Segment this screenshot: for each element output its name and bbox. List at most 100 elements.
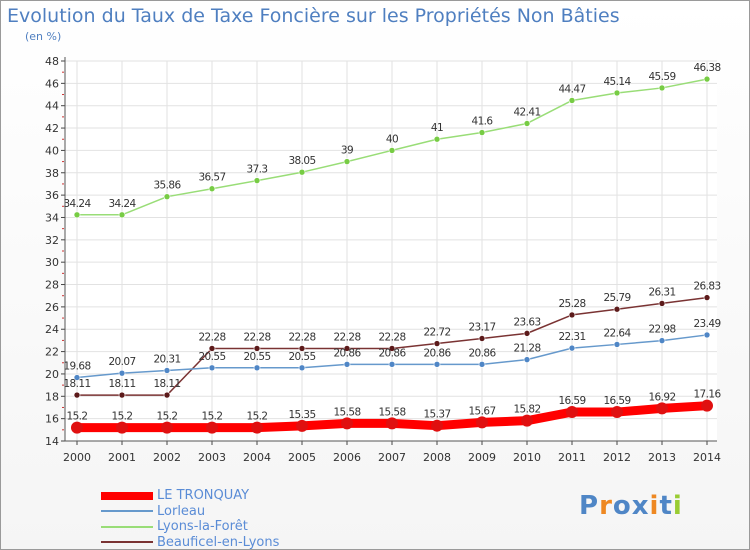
y-tick-label: 26 xyxy=(45,301,59,314)
data-point xyxy=(73,391,81,399)
data-point xyxy=(118,369,126,377)
data-point xyxy=(71,421,83,434)
data-label: 15.2 xyxy=(157,411,178,423)
data-label: 22.28 xyxy=(333,331,360,343)
data-point xyxy=(296,419,308,432)
x-tick-label: 2007 xyxy=(378,451,406,464)
data-label: 42.41 xyxy=(513,106,540,118)
data-label: 20.86 xyxy=(378,347,406,359)
data-label: 20.07 xyxy=(108,356,135,368)
x-tick-label: 2010 xyxy=(513,451,541,464)
y-tick-label: 36 xyxy=(45,189,59,202)
data-point xyxy=(476,416,488,429)
legend-swatch xyxy=(101,491,153,500)
data-point xyxy=(163,367,171,374)
data-point xyxy=(343,361,351,368)
data-label: 21.28 xyxy=(513,343,540,355)
data-label: 18.11 xyxy=(63,378,90,390)
logo-letter: r xyxy=(599,491,613,521)
data-point xyxy=(611,406,623,419)
data-label: 20.86 xyxy=(423,347,451,359)
data-label: 15.37 xyxy=(423,409,450,421)
data-point xyxy=(343,158,351,165)
x-tick-label: 2013 xyxy=(648,451,676,464)
data-point xyxy=(208,364,216,372)
data-label: 22.28 xyxy=(378,331,405,343)
data-label: 20.86 xyxy=(333,347,361,359)
y-tick-label: 28 xyxy=(45,279,59,292)
y-tick-label: 44 xyxy=(45,100,59,113)
data-label: 34.24 xyxy=(108,198,136,210)
data-label: 15.67 xyxy=(468,405,495,417)
data-label: 16.59 xyxy=(603,395,630,407)
data-point xyxy=(388,345,396,352)
y-tick-label: 34 xyxy=(45,211,59,224)
data-label: 41 xyxy=(431,122,443,134)
logo-letter: x xyxy=(631,491,650,521)
data-label: 25.28 xyxy=(558,298,585,310)
data-point xyxy=(341,417,353,430)
data-point xyxy=(388,147,396,154)
legend-label: LE TRONQUAY xyxy=(157,488,250,503)
data-point xyxy=(568,97,576,104)
data-point xyxy=(206,421,218,434)
data-point xyxy=(431,419,443,432)
data-label: 15.58 xyxy=(333,406,360,418)
data-point xyxy=(253,364,261,372)
data-point xyxy=(523,120,531,127)
data-label: 40 xyxy=(386,133,398,145)
data-point xyxy=(703,294,711,301)
data-point xyxy=(613,305,621,313)
data-point xyxy=(658,84,666,92)
y-tick-label: 14 xyxy=(45,435,59,448)
data-point xyxy=(298,345,306,352)
data-point xyxy=(523,330,531,337)
data-point xyxy=(251,421,263,434)
data-point xyxy=(566,406,578,419)
y-tick-label: 38 xyxy=(45,167,59,180)
data-point xyxy=(433,135,441,143)
data-label: 15.2 xyxy=(247,411,268,423)
legend-label: Lyons-la-Forêt xyxy=(157,519,248,534)
chart-title: Evolution du Taux de Taxe Foncière sur l… xyxy=(7,5,620,27)
x-tick-label: 2002 xyxy=(153,451,181,464)
data-point xyxy=(253,345,261,352)
data-label: 20.31 xyxy=(153,353,180,365)
data-point xyxy=(433,361,441,368)
y-tick-label: 40 xyxy=(45,144,59,157)
data-label: 18.11 xyxy=(108,378,135,390)
data-point xyxy=(73,374,81,381)
data-label: 23.63 xyxy=(513,316,540,328)
legend-swatch xyxy=(101,541,153,544)
data-label: 15.35 xyxy=(288,409,315,421)
data-point xyxy=(298,364,306,372)
data-point xyxy=(568,344,576,352)
data-label: 20.55 xyxy=(288,351,315,363)
data-point xyxy=(658,337,666,344)
proxiti-logo: Proxiti xyxy=(579,491,683,521)
data-point xyxy=(478,129,486,136)
x-tick-label: 2004 xyxy=(243,451,271,464)
data-label: 34.24 xyxy=(63,198,91,210)
y-tick-label: 24 xyxy=(45,323,59,336)
y-tick-label: 30 xyxy=(45,256,59,269)
data-label: 23.49 xyxy=(693,318,720,330)
x-tick-label: 2006 xyxy=(333,451,361,464)
data-point xyxy=(478,361,486,368)
data-label: 26.83 xyxy=(693,281,720,293)
data-label: 22.28 xyxy=(243,331,270,343)
data-label: 22.28 xyxy=(288,331,315,343)
data-label: 26.31 xyxy=(648,286,675,298)
legend-item: Lyons-la-Forêt xyxy=(101,519,279,535)
y-tick-label: 32 xyxy=(45,234,59,247)
data-point xyxy=(656,402,668,415)
y-tick-label: 42 xyxy=(45,122,59,135)
data-label: 22.64 xyxy=(603,327,631,339)
data-point xyxy=(118,391,126,399)
plot-area xyxy=(65,61,717,441)
legend-swatch xyxy=(101,525,153,528)
data-label: 37.3 xyxy=(247,164,268,176)
data-point xyxy=(208,185,216,193)
logo-letter: t xyxy=(659,491,673,521)
